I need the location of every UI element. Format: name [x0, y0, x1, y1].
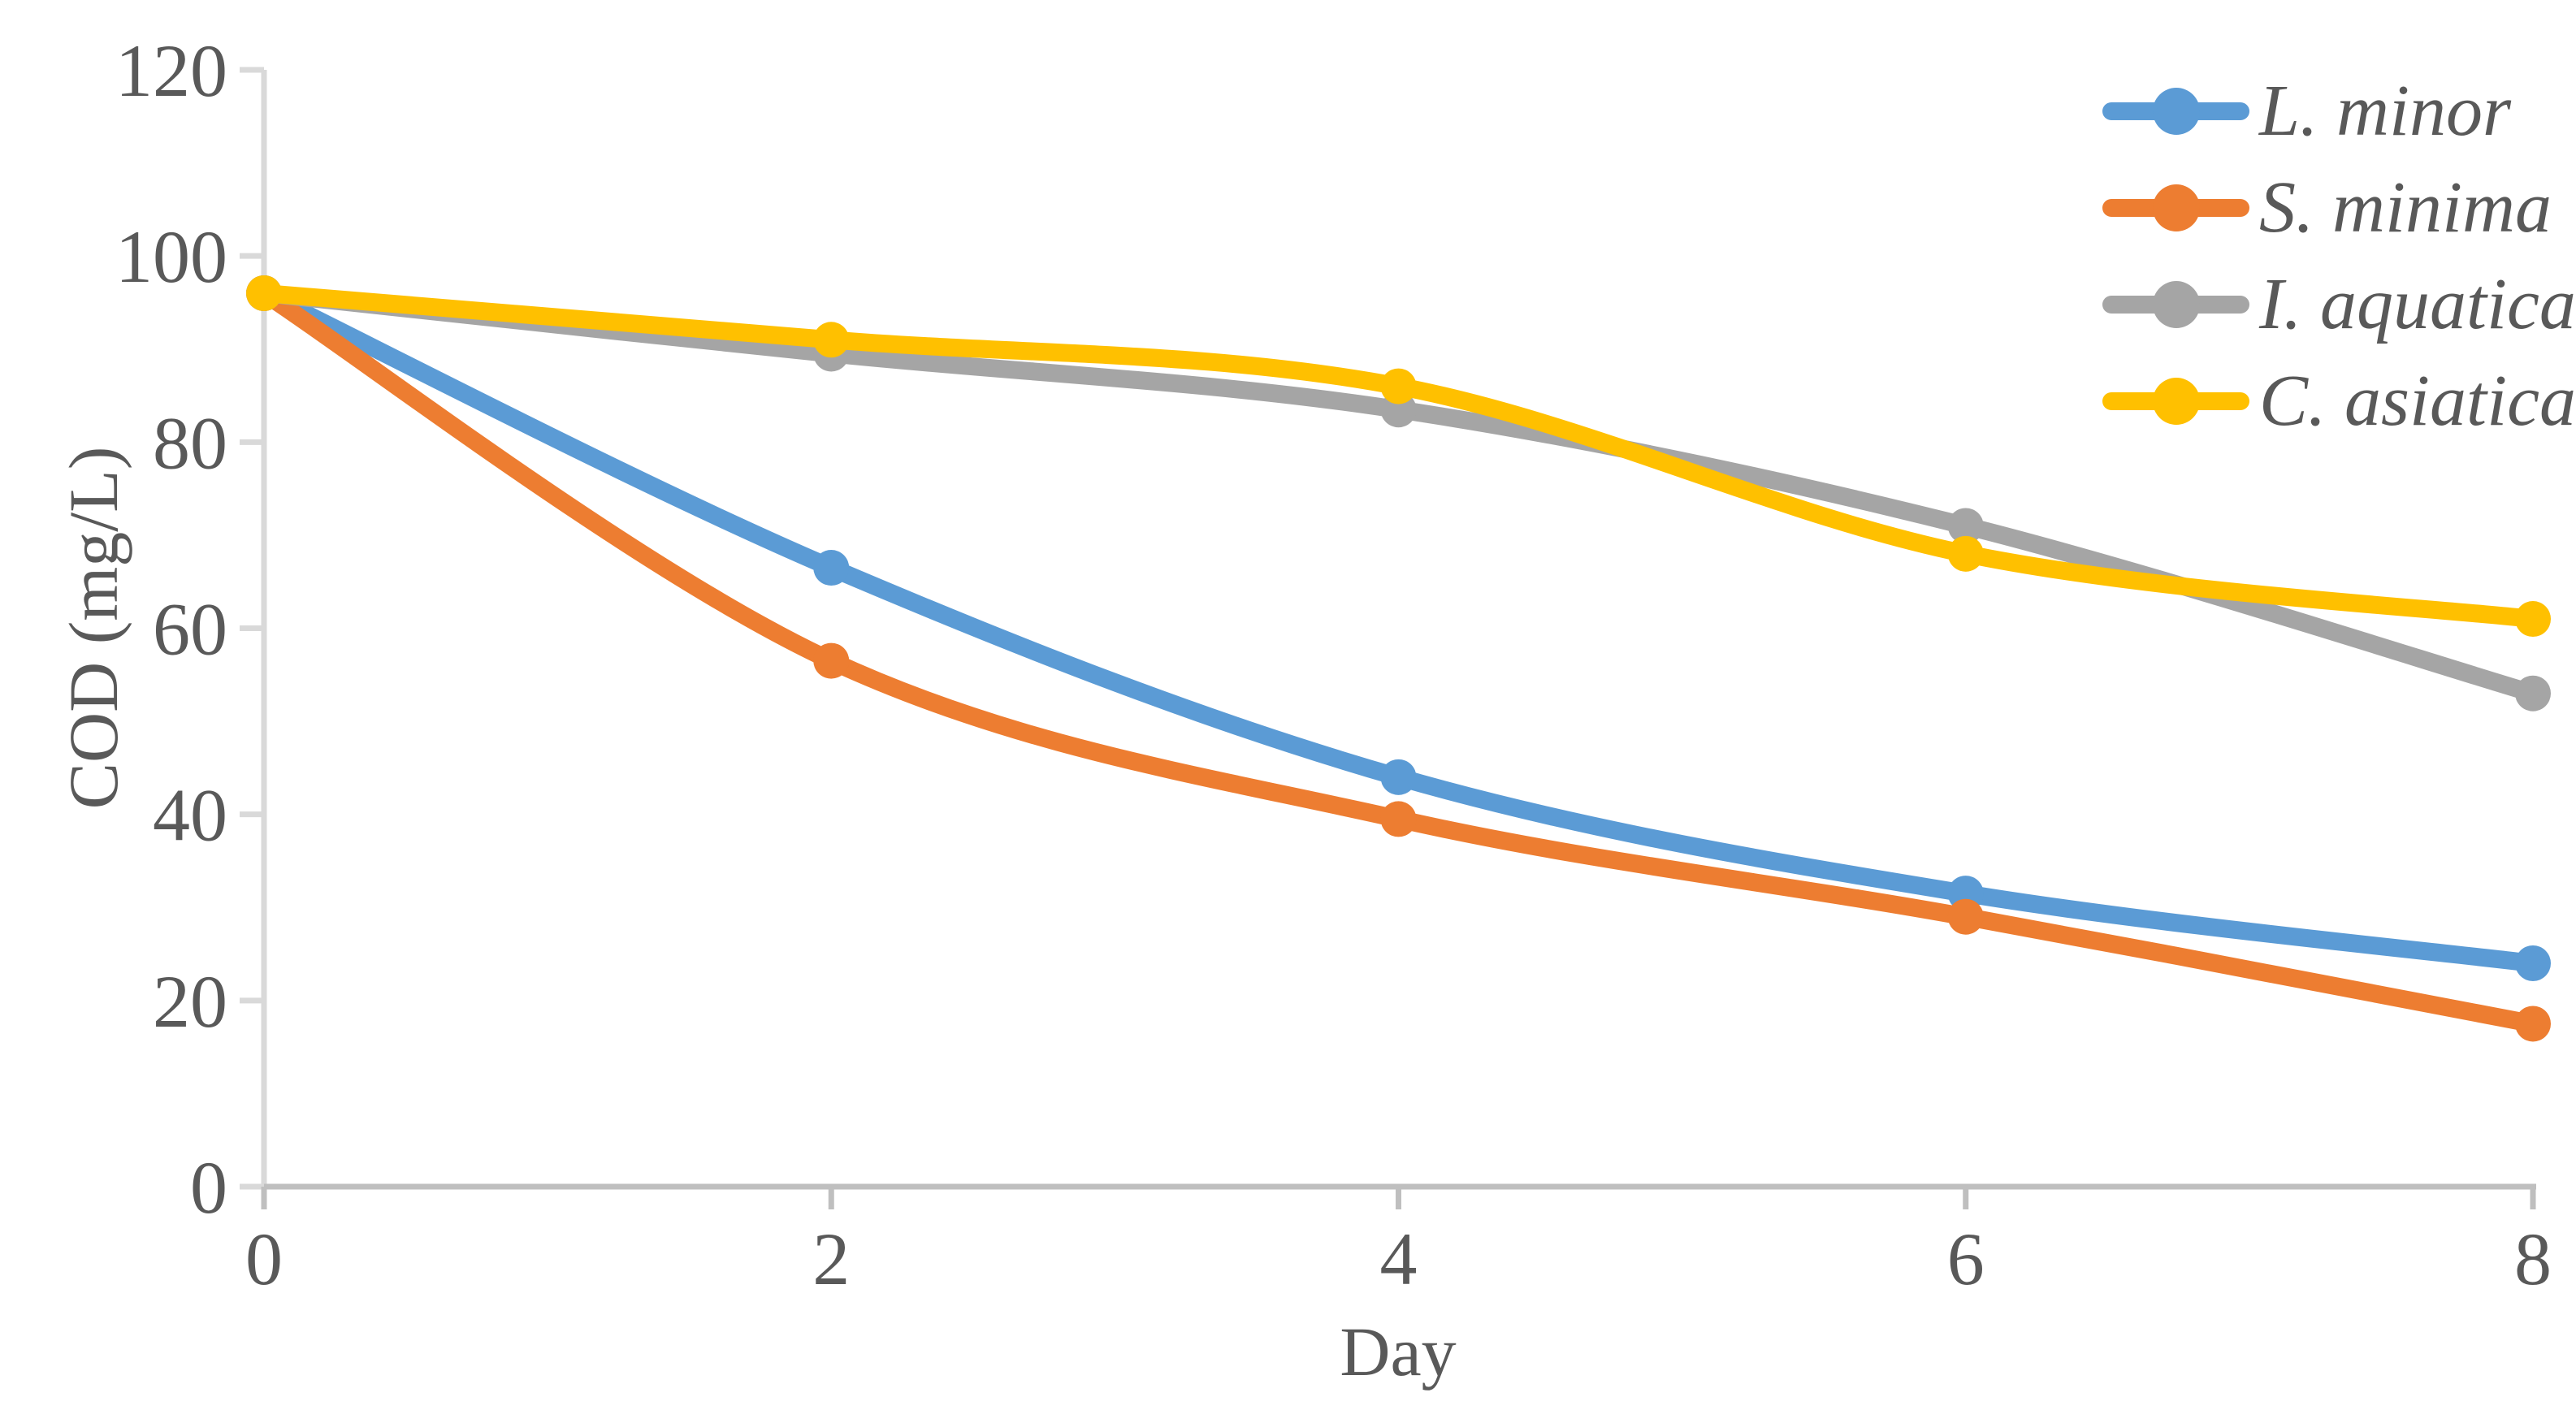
legend-label: S. minima [2259, 167, 2552, 248]
x-tick-label: 0 [245, 1218, 283, 1300]
y-tick-label: 100 [115, 215, 227, 298]
data-point-s-minima [1380, 801, 1417, 837]
y-tick-label: 120 [115, 29, 227, 112]
data-point-s-minima [813, 642, 850, 679]
legend-item-c-asiatica: C. asiatica [2102, 365, 2576, 438]
x-tick-label: 2 [812, 1218, 850, 1300]
legend-item-s-minima: S. minima [2102, 171, 2552, 244]
legend-marker-icon [2102, 182, 2249, 234]
y-tick-label: 60 [153, 588, 227, 671]
data-point-s-minima [2515, 1006, 2551, 1042]
x-tick-label: 6 [1947, 1218, 1985, 1300]
data-point-c-asiatica [813, 322, 850, 358]
legend-label: L. minor [2259, 71, 2512, 151]
data-point-c-asiatica [2515, 601, 2551, 638]
x-tick-label: 8 [2514, 1218, 2552, 1300]
y-tick-label: 0 [190, 1146, 227, 1229]
x-axis-title: Day [1340, 1313, 1457, 1391]
y-tick-label: 20 [153, 960, 227, 1043]
data-point-l-minor [1380, 759, 1417, 795]
legend-label: C. asiatica [2259, 361, 2576, 441]
y-axis-title: COD (mg/L) [54, 446, 132, 810]
series-line-i-aquatica [255, 284, 2542, 703]
legend-item-l-minor: L. minor [2102, 75, 2511, 148]
y-tick-label: 40 [153, 774, 227, 857]
data-point-c-asiatica [246, 275, 282, 311]
data-point-i-aquatica [1947, 508, 1984, 544]
data-point-l-minor [813, 550, 850, 586]
legend-label: I. aquatica [2259, 264, 2576, 344]
data-point-l-minor [2515, 945, 2551, 981]
legend-marker-icon [2102, 85, 2249, 137]
y-tick-label: 80 [153, 401, 227, 484]
data-point-s-minima [1947, 898, 1984, 935]
legend-marker-icon [2102, 375, 2249, 427]
data-point-c-asiatica [1947, 535, 1984, 572]
data-point-i-aquatica [2515, 675, 2551, 712]
x-tick-label: 4 [1380, 1218, 1418, 1300]
legend-marker-icon [2102, 279, 2249, 331]
legend-item-i-aquatica: I. aquatica [2102, 268, 2576, 341]
data-point-c-asiatica [1380, 368, 1417, 404]
